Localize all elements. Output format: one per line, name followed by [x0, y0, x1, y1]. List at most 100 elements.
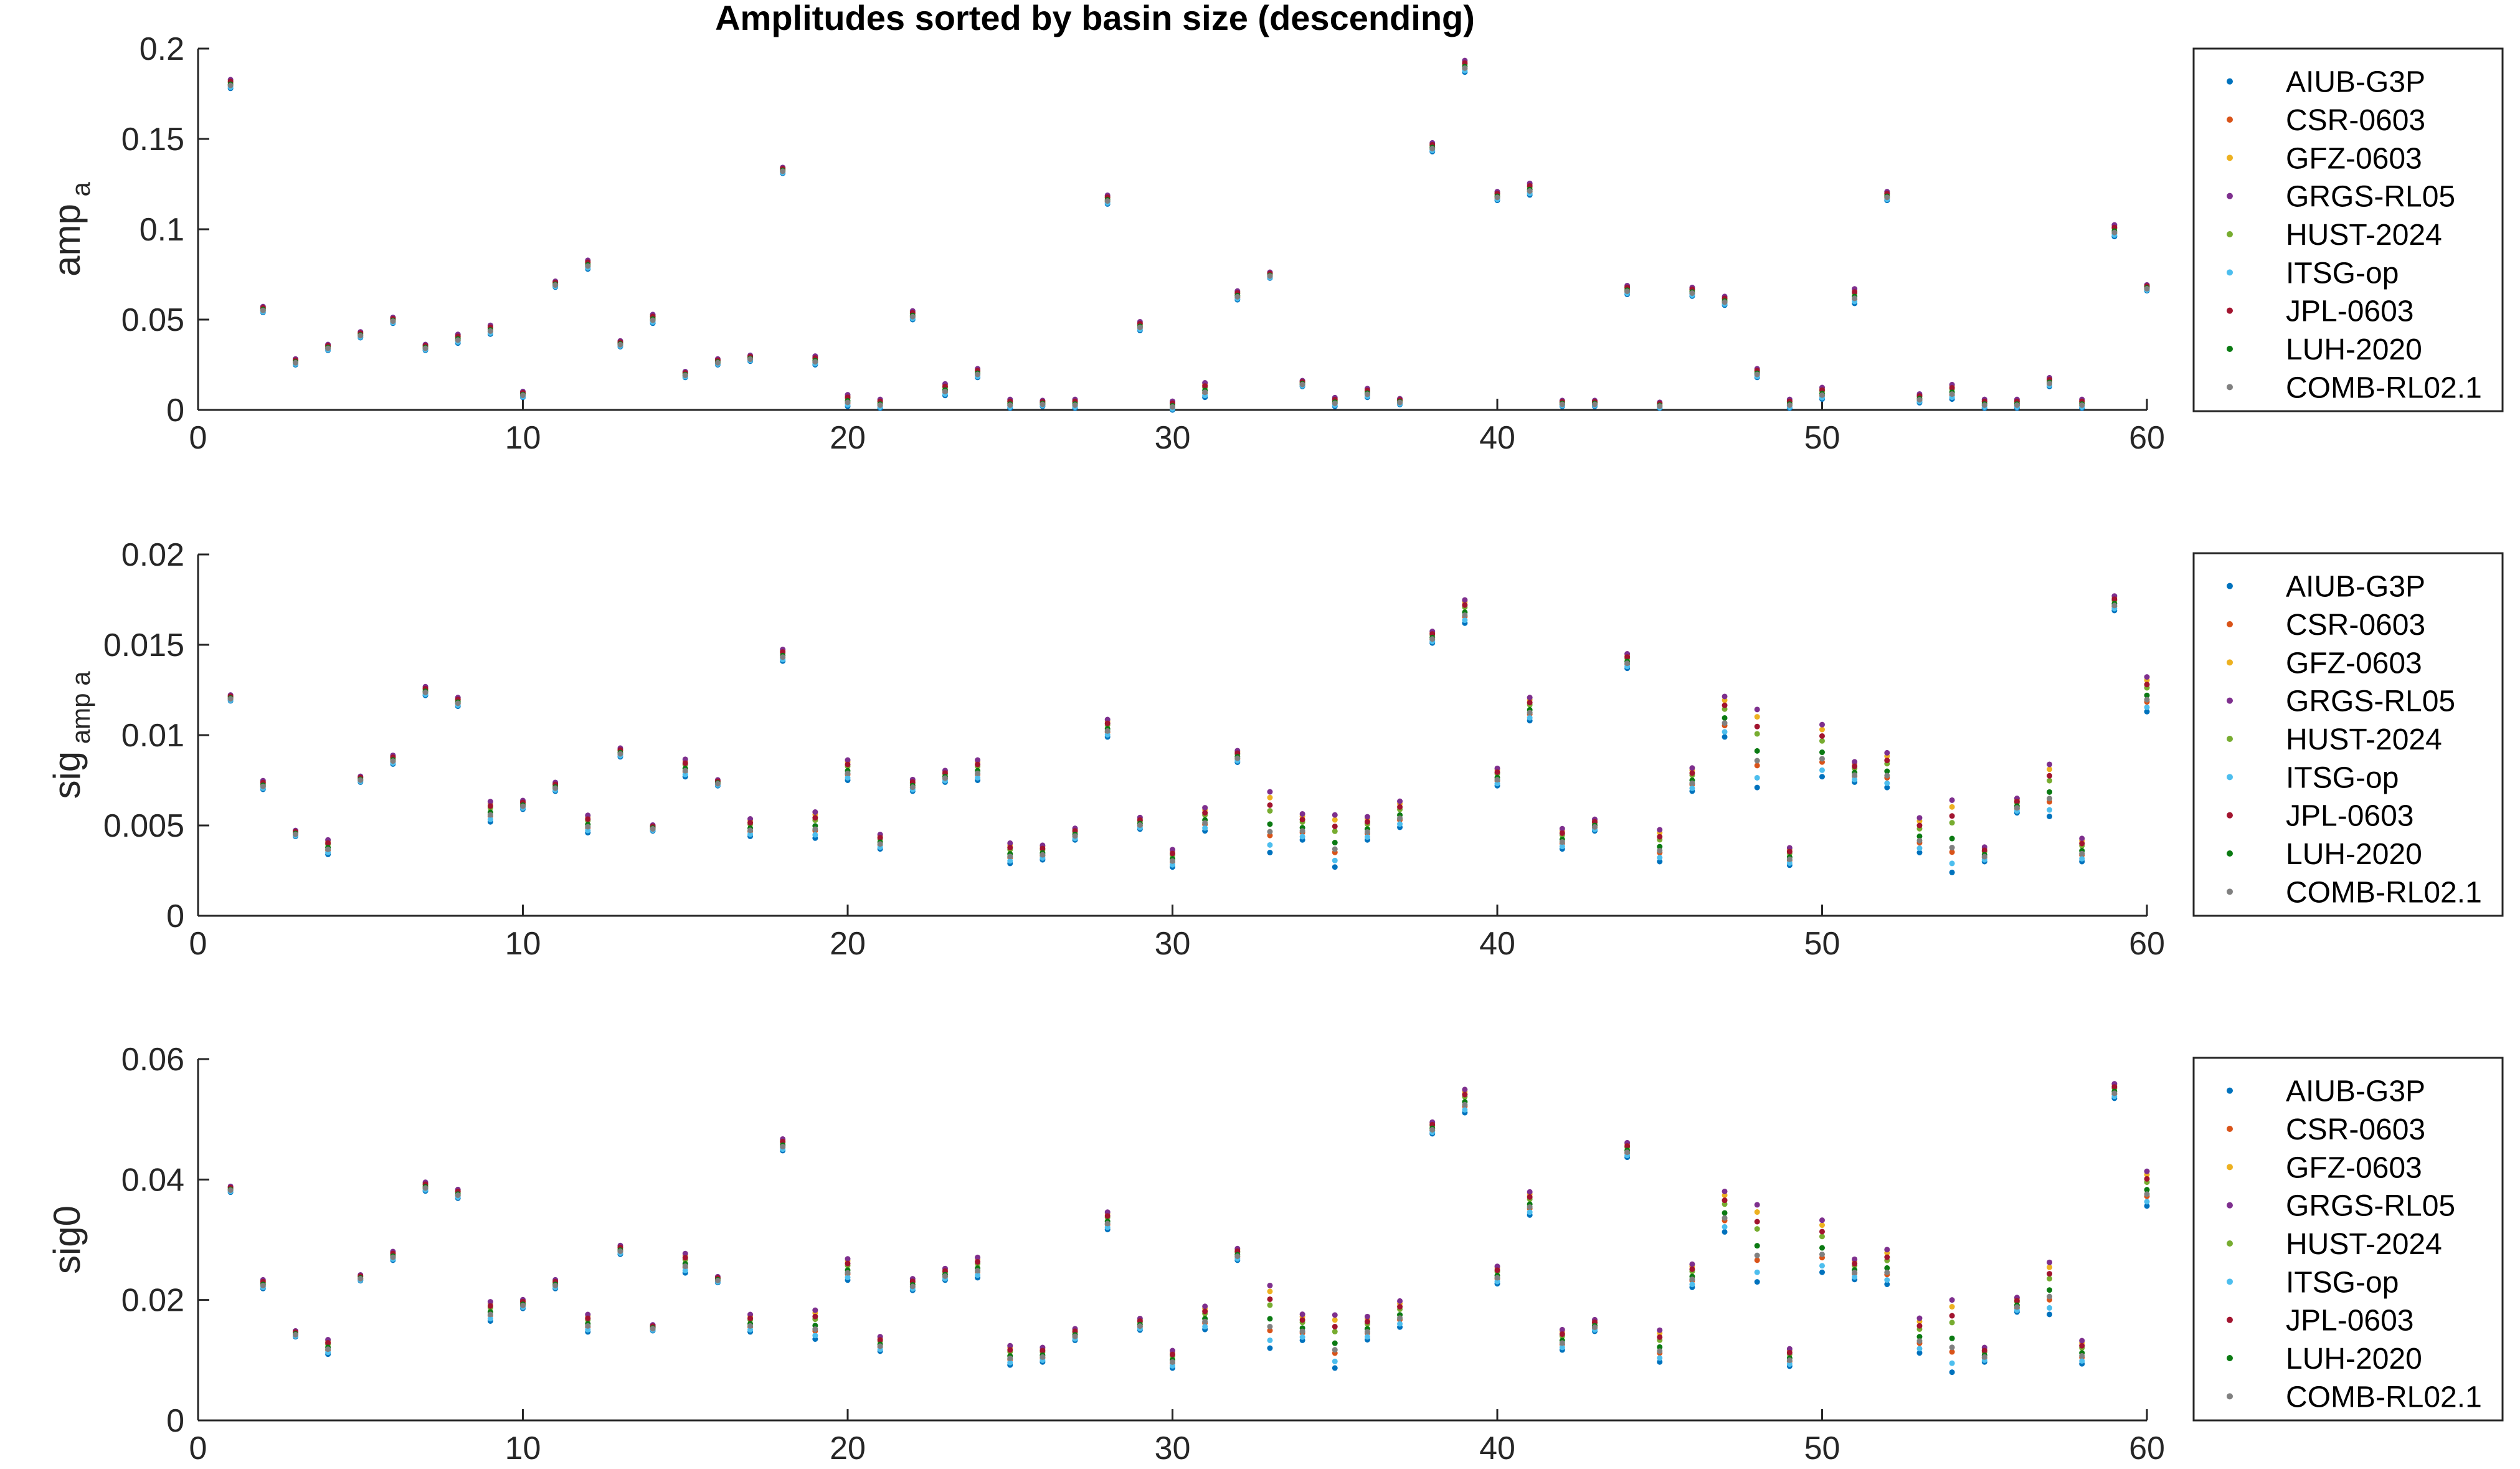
data-point — [845, 770, 851, 776]
legend-entry: HUST-2024 — [2286, 1228, 2442, 1261]
data-point — [585, 816, 591, 822]
data-point — [617, 341, 623, 348]
series-JPL-0603 — [227, 596, 2150, 857]
data-point — [2047, 1264, 2053, 1270]
data-point — [877, 1337, 883, 1343]
legend-entry: ITSG-op — [2286, 761, 2399, 794]
data-point — [1234, 755, 1241, 761]
data-point — [1754, 763, 1760, 769]
data-point — [1916, 1323, 1923, 1329]
data-point — [1819, 726, 1825, 733]
data-point — [1007, 402, 1013, 408]
data-point — [617, 1248, 623, 1254]
series-AIUB-G3P — [227, 1095, 2150, 1376]
data-point — [1267, 1345, 1273, 1351]
data-point — [1916, 1334, 1923, 1340]
data-point — [1657, 403, 1663, 409]
legend-entry: JPL-0603 — [2286, 800, 2413, 833]
data-point — [1527, 1194, 1533, 1200]
series-AIUB-G3P — [227, 69, 2150, 413]
data-point — [487, 1316, 493, 1322]
legend-entry: GRGS-RL05 — [2286, 1190, 2455, 1223]
data-point — [1202, 825, 1208, 831]
data-point — [358, 777, 364, 783]
data-point — [1689, 785, 1695, 791]
data-point — [1657, 847, 1663, 853]
data-point — [1527, 695, 1533, 701]
data-point — [2047, 777, 2053, 784]
data-point — [2047, 796, 2053, 802]
series-AIUB-G3P — [227, 607, 2150, 875]
data-point — [585, 1315, 591, 1321]
data-point — [2047, 1311, 2053, 1318]
data-point — [845, 1256, 851, 1262]
data-point — [1689, 1276, 1695, 1283]
data-point — [2079, 402, 2085, 408]
y-tick-label: 0.2 — [140, 31, 184, 67]
data-point — [1916, 822, 1923, 829]
x-tick-label: 60 — [2129, 420, 2165, 456]
data-point — [1332, 400, 1338, 406]
series-ITSG-op — [227, 606, 2150, 868]
data-point — [1267, 1288, 1273, 1295]
data-point — [2047, 1275, 2053, 1281]
data-point — [1916, 850, 1923, 855]
legend-marker — [2227, 1393, 2233, 1400]
data-point — [1559, 839, 1565, 845]
data-point — [1786, 1357, 1793, 1363]
data-point — [1624, 1143, 1631, 1149]
x-tick-label: 60 — [2129, 926, 2165, 962]
data-point — [1007, 1359, 1013, 1366]
data-point — [780, 168, 786, 174]
data-point — [845, 757, 851, 763]
legend-marker — [2227, 621, 2233, 627]
legend-marker — [2227, 307, 2233, 314]
data-point — [1170, 858, 1175, 864]
data-point — [1819, 749, 1825, 756]
data-point — [1754, 1269, 1760, 1275]
data-point — [2144, 1203, 2150, 1209]
data-point — [1657, 1359, 1663, 1365]
data-point — [812, 826, 818, 832]
data-point — [1104, 1220, 1111, 1227]
series-ITSG-op — [227, 1093, 2150, 1369]
series-LUH-2020 — [227, 601, 2150, 862]
data-point — [1332, 846, 1338, 852]
data-point — [2144, 692, 2150, 698]
data-point — [1949, 1319, 1955, 1326]
data-point — [909, 313, 916, 320]
data-point — [1786, 402, 1793, 408]
series-HUST-2024 — [227, 61, 2150, 407]
data-point — [227, 696, 234, 702]
series-GRGS-RL05 — [227, 57, 2150, 406]
series-GFZ-0603 — [227, 59, 2150, 406]
legend-entry: ITSG-op — [2286, 257, 2399, 290]
data-point — [552, 1283, 559, 1289]
data-point — [2047, 381, 2053, 387]
legend-marker — [2227, 1202, 2233, 1209]
data-point — [1949, 1369, 1955, 1376]
series-GRGS-RL05 — [227, 1081, 2150, 1354]
data-point — [812, 832, 818, 838]
legend-marker — [2227, 346, 2233, 352]
legend-marker — [2227, 78, 2233, 85]
data-point — [1884, 1281, 1890, 1288]
legend-entry: AIUB-G3P — [2286, 571, 2425, 604]
data-point — [1397, 798, 1403, 804]
data-point — [1949, 860, 1955, 867]
data-point — [422, 1185, 429, 1191]
data-point — [390, 1254, 396, 1260]
data-point — [1332, 857, 1338, 863]
legend-entry: LUH-2020 — [2286, 838, 2422, 871]
data-point — [1819, 721, 1825, 728]
y-tick-label: 0.06 — [121, 1042, 184, 1078]
data-point — [2079, 1338, 2085, 1344]
y-tick-label: 0.02 — [121, 537, 184, 573]
data-point — [390, 758, 396, 764]
data-point — [1591, 1324, 1598, 1331]
data-point — [682, 1255, 688, 1261]
data-point — [845, 774, 851, 781]
data-point — [1754, 1226, 1760, 1232]
data-point — [975, 757, 981, 763]
legend-marker — [2227, 1087, 2233, 1094]
